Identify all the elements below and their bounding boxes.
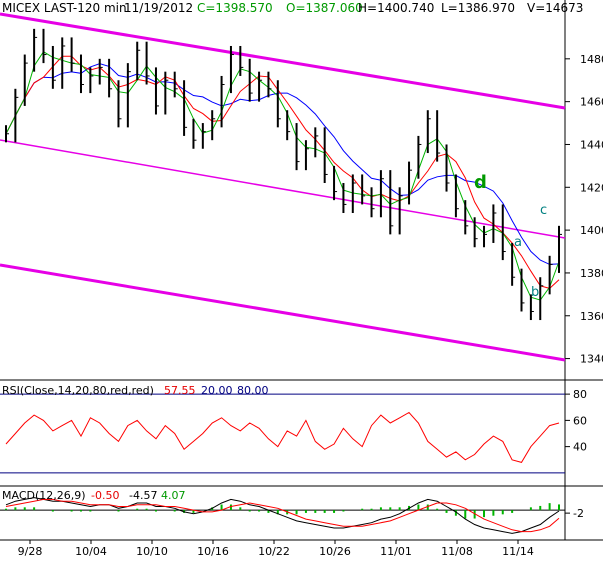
macd-label: MACD(12,26,9) [2,489,86,502]
sma-green-line [5,51,560,301]
sma-red-line [5,55,560,289]
header-high: H=1400.740 [358,1,435,15]
date-tick-label: 11/14 [502,545,534,558]
price-tick-label: 1380 [580,267,603,280]
macd-signal-value: -4.57 [129,489,158,502]
channel-middle-line [0,139,566,239]
wave-label-a: a [514,235,522,250]
price-tick-label: 1360 [580,310,603,323]
header-close: C=1398.570 [197,1,273,15]
rsi-tick-label: 40 [573,441,587,454]
date-tick-label: 10/22 [258,545,290,558]
rsi-tick-label: 60 [573,414,587,427]
date-tick-label: 9/28 [18,545,43,558]
price-tick-label: 1400 [580,224,603,237]
price-tick-label: 1480 [580,53,603,66]
date-tick-label: 10/10 [136,545,168,558]
wave-label-b: b [531,285,539,300]
rsi-low-level: 20.00 [201,384,233,397]
macd-line [5,497,560,534]
header-open: O=1387.060 [286,1,363,15]
channel-lower-line [0,263,566,362]
date-tick-label: 10/26 [319,545,351,558]
rsi-high-level: 80.00 [237,384,269,397]
date-tick-label: 11/08 [441,545,473,558]
macd-value: -0.50 [91,489,120,502]
header-date: 11/19/2012 [124,1,194,15]
date-tick-label: 10/16 [197,545,229,558]
wave-label-c: c [540,203,547,218]
price-tick-label: 1340 [580,353,603,366]
macd-tick-label: -2 [573,507,584,520]
header-symbol: MICEX LAST-120 min [2,1,127,15]
price-tick-label: 1420 [580,181,603,194]
rsi-label: RSI(Close,14,20,80,red,red) [2,384,154,397]
date-tick-label: 11/01 [380,545,412,558]
rsi-value: 57.55 [164,384,196,397]
macd-hist-value: 4.07 [161,489,186,502]
header-volume: V=14673 [527,1,584,15]
channel-upper-line [0,12,566,110]
price-tick-label: 1460 [580,96,603,109]
header-low: L=1386.970 [441,1,515,15]
rsi-line [5,411,560,463]
macd-signal-line [5,498,560,533]
wave-label-d: d [474,172,487,193]
date-tick-label: 10/04 [75,545,107,558]
rsi-tick-label: 80 [573,388,587,401]
